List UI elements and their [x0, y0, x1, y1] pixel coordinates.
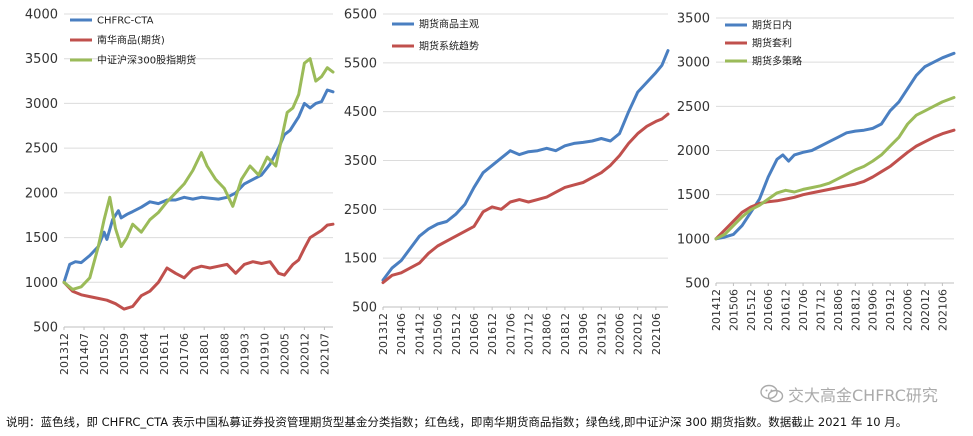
series-line-red	[381, 112, 670, 285]
x-tick-label: 201903	[238, 333, 251, 375]
legend-label: 期货日内	[752, 19, 792, 32]
x-tick-label: 202106	[650, 313, 663, 355]
x-tick-label: 201801	[198, 333, 211, 375]
x-tick-label: 202107	[318, 333, 331, 375]
x-tick-label: 201606	[468, 313, 481, 355]
legend-label: 南华商品(期货)	[97, 34, 165, 47]
y-tick-label: 500	[685, 277, 710, 292]
y-tick-label: 3000	[677, 56, 710, 71]
charts-canvas: 500 1000 1500 2000 2500 3000 3500 4000 201312 201…	[25, 8, 956, 375]
x-tick-label: 202006	[613, 313, 626, 355]
x-tick-label: 201606	[762, 289, 775, 331]
x-tick-label: 201906	[577, 313, 590, 355]
y-tick-label: 1500	[344, 252, 377, 267]
x-tick-label: 201706	[504, 313, 517, 355]
series-line-blue	[62, 88, 335, 284]
y-tick-label: 3500	[25, 52, 58, 67]
x-tick-label: 201312	[58, 333, 71, 375]
x-tick-label: 202006	[902, 289, 915, 331]
watermark: 交大高金CHFRC研究	[760, 382, 938, 406]
series-line-green	[62, 57, 335, 291]
y-tick-label: 3500	[344, 154, 377, 169]
x-tick-label: 201407	[78, 333, 91, 375]
series-line-red	[714, 128, 956, 241]
x-tick-label: 202012	[632, 313, 645, 355]
x-tick-label: 201502	[98, 333, 111, 375]
legend-label: 期货多策略	[752, 55, 802, 68]
x-tick-label: 201406	[395, 313, 408, 355]
x-tick-label: 201604	[138, 333, 151, 375]
y-tick-label: 4500	[344, 105, 377, 120]
y-tick-label: 1500	[25, 231, 58, 246]
y-tick-label: 3500	[677, 12, 710, 27]
x-tick-label: 202005	[278, 333, 291, 375]
x-tick-label: 201412	[710, 289, 723, 331]
x-tick-label: 201611	[158, 333, 171, 375]
legend-label: 期货商品主观	[419, 18, 479, 31]
x-tick-label: 201912	[884, 289, 897, 331]
y-tick-label: 500	[352, 301, 377, 316]
y-tick-label: 2000	[25, 186, 58, 201]
x-tick-label: 202012	[298, 333, 311, 375]
chart-panel-3: 500 1000 1500 2000 2500 3000 3500 201412 201506 2…	[677, 12, 956, 331]
legend-label: 中证沪深300股指期货	[97, 54, 196, 67]
x-tick-label: 202012	[919, 289, 932, 331]
y-tick-label: 2500	[677, 100, 710, 115]
y-tick-label: 4000	[25, 8, 58, 23]
y-tick-label: 2500	[25, 142, 58, 157]
y-tick-label: 3000	[25, 97, 58, 112]
x-tick-label: 201506	[727, 289, 740, 331]
y-tick-label: 5500	[344, 56, 377, 71]
x-tick-label: 201910	[258, 333, 271, 375]
x-tick-label: 201812	[559, 313, 572, 355]
x-tick-label: 201706	[797, 289, 810, 331]
legend-label: 期货套利	[752, 37, 792, 50]
x-tick-label: 201806	[832, 289, 845, 331]
x-tick-label: 201912	[595, 313, 608, 355]
series-line-red	[62, 222, 335, 311]
x-tick-label: 201512	[745, 289, 758, 331]
y-tick-label: 2500	[344, 203, 377, 218]
series-line-blue	[381, 49, 670, 282]
x-tick-label: 201706	[178, 333, 191, 375]
x-tick-label: 201612	[780, 289, 793, 331]
y-tick-label: 6500	[344, 8, 377, 23]
series-line-green	[714, 96, 956, 241]
x-tick-label: 201506	[432, 313, 445, 355]
y-tick-label: 500	[33, 321, 58, 336]
x-tick-label: 201312	[377, 313, 390, 355]
x-tick-label: 201712	[523, 313, 536, 355]
y-tick-label: 2000	[677, 144, 710, 159]
chart-caption: 说明：蓝色线，即 CHFRC_CTA 表示中国私募证券投资管理期货型基金分类指数…	[6, 415, 908, 429]
x-tick-label: 201712	[814, 289, 827, 331]
x-tick-label: 202106	[936, 289, 949, 331]
x-tick-label: 201808	[218, 333, 231, 375]
x-tick-label: 201512	[450, 313, 463, 355]
legend: CHFRC-CTA 南华商品(期货) 中证沪深300股指期货	[70, 16, 196, 67]
chart-panel-2: 500 1500 2500 3500 4500 5500 6500 201312 201406 2…	[344, 8, 670, 355]
legend-label: CHFRC-CTA	[97, 16, 154, 27]
y-tick-label: 1500	[677, 188, 710, 203]
x-tick-label: 201812	[849, 289, 862, 331]
x-tick-label: 201412	[413, 313, 426, 355]
x-tick-label: 201906	[867, 289, 880, 331]
x-tick-label: 201612	[486, 313, 499, 355]
watermark-text: 交大高金CHFRC研究	[788, 386, 938, 405]
wechat-icon	[760, 384, 784, 403]
chart-panel-1: 500 1000 1500 2000 2500 3000 3500 4000 201312 201…	[25, 8, 335, 375]
y-tick-label: 1000	[677, 232, 710, 247]
x-tick-label: 201509	[118, 333, 131, 375]
y-tick-label: 1000	[25, 276, 58, 291]
legend-label: 期货系统趋势	[419, 40, 479, 53]
x-tick-label: 201806	[541, 313, 554, 355]
